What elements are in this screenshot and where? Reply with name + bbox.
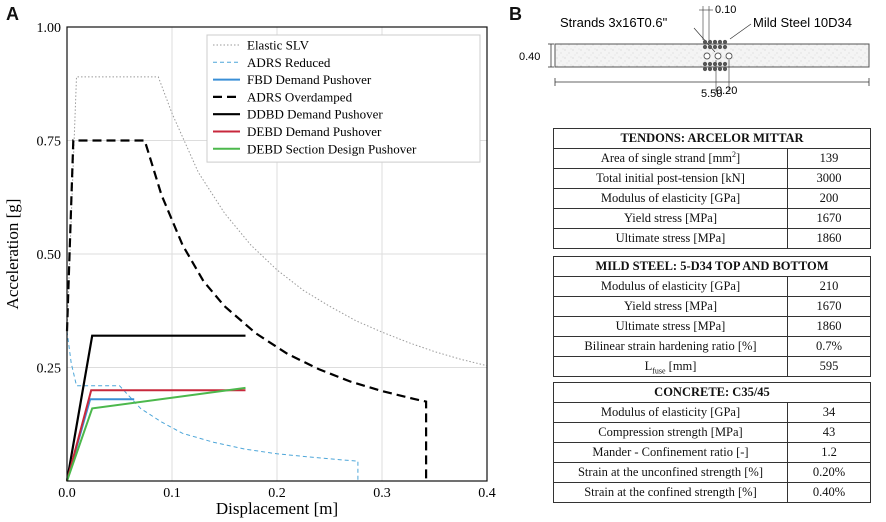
cross-section-diagram: 0.40 5.50 0.10 0.20 Strands 3x16T0.6" Mi… xyxy=(519,4,870,100)
y-axis-label: Acceleration [g] xyxy=(3,199,22,310)
x-tick-label: 0.1 xyxy=(163,486,181,501)
series-line-debd-demand-pushover xyxy=(66,389,246,482)
series-line-ddbd-demand-pushover xyxy=(65,334,246,482)
mild-steel-table: MILD STEEL: 5-D34 TOP AND BOTTOM Modulus… xyxy=(553,256,871,377)
dim-width-label: 5.50 xyxy=(701,88,722,100)
x-tick-label: 0.0 xyxy=(58,486,76,501)
pushover-chart: 0.0 0.1 0.2 0.3 0.4 0.25 0.50 0.75 1.00 Displacem… xyxy=(3,21,496,518)
x-tick-label: 0.3 xyxy=(373,486,391,501)
slab-section xyxy=(554,43,870,68)
tendons-title: TENDONS: ARCELOR MITTAR xyxy=(553,128,871,149)
table-row: Modulus of elasticity [GPa] 34 xyxy=(553,402,871,423)
y-tick-label: 0.75 xyxy=(37,135,62,150)
series-line-adrs-overdamped xyxy=(65,139,428,481)
table-row: Ultimate stress [MPa] 1860 xyxy=(553,228,871,249)
table-row: Mander - Confinement ratio [-] 1.2 xyxy=(553,442,871,463)
legend-entry: ADRS Overdamped xyxy=(247,89,353,104)
top-rebars xyxy=(702,39,728,50)
legend-entry: DEBD Demand Pushover xyxy=(247,124,382,139)
tendon-ducts xyxy=(703,52,733,60)
legend-entry: Elastic SLV xyxy=(247,38,310,53)
y-tick-label: 1.00 xyxy=(37,21,62,36)
table-row: Lfuse [mm] 595 xyxy=(553,356,871,377)
plot-frame xyxy=(66,26,488,482)
series-line-adrs-reduced xyxy=(66,331,359,481)
y-tick-label: 0.25 xyxy=(37,362,62,377)
y-tick-label: 0.50 xyxy=(37,248,62,263)
table-row: Yield stress [MPa] 1670 xyxy=(553,208,871,229)
dim-bottom-label: 0.20 xyxy=(716,85,737,97)
legend-entry: DEBD Section Design Pushover xyxy=(247,141,417,156)
table-row: Yield stress [MPa] 1670 xyxy=(553,296,871,317)
series-line-elastic-slv xyxy=(66,76,488,367)
mild-steel-label: Mild Steel 10D34 xyxy=(753,15,852,30)
legend-entry: ADRS Reduced xyxy=(247,55,331,70)
x-tick-label: 0.2 xyxy=(268,486,286,501)
x-axis-label: Displacement [m] xyxy=(216,499,338,518)
table-row: Compression strength [MPa] 43 xyxy=(553,422,871,443)
table-row: Strain at the unconfined strength [%] 0.2… xyxy=(553,462,871,483)
table-row: Modulus of elasticity [GPa] 200 xyxy=(553,188,871,209)
table-row: Ultimate stress [MPa] 1860 xyxy=(553,316,871,337)
bottom-rebars xyxy=(702,61,728,72)
dim-top-label: 0.10 xyxy=(715,4,736,16)
series-line-debd-section-design-pushover xyxy=(66,386,246,482)
mild-steel-title: MILD STEEL: 5-D34 TOP AND BOTTOM xyxy=(553,256,871,277)
table-row: Modulus of elasticity [GPa] 210 xyxy=(553,276,871,297)
table-row: Strain at the confined strength [%] 0.40% xyxy=(553,482,871,503)
legend-entry: DDBD Demand Pushover xyxy=(247,107,383,122)
tendons-table: TENDONS: ARCELOR MITTAR Area of single s… xyxy=(553,128,871,249)
table-row: Bilinear strain hardening ratio [%] 0.7% xyxy=(553,336,871,357)
concrete-table: CONCRETE: C35/45 Modulus of elasticity [… xyxy=(553,382,871,503)
table-row: Area of single strand [mm2] 139 xyxy=(553,148,871,169)
dim-height-label: 0.40 xyxy=(519,51,540,63)
strands-label: Strands 3x16T0.6" xyxy=(560,15,668,30)
table-row: Total initial post-tension [kN] 3000 xyxy=(553,168,871,189)
concrete-title: CONCRETE: C35/45 xyxy=(553,382,871,403)
legend-entry: FBD Demand Pushover xyxy=(247,72,372,87)
panel-label-a: A xyxy=(6,4,19,24)
panel-label-b: B xyxy=(509,4,522,24)
legend-box xyxy=(206,34,481,163)
x-tick-label: 0.4 xyxy=(478,486,496,501)
